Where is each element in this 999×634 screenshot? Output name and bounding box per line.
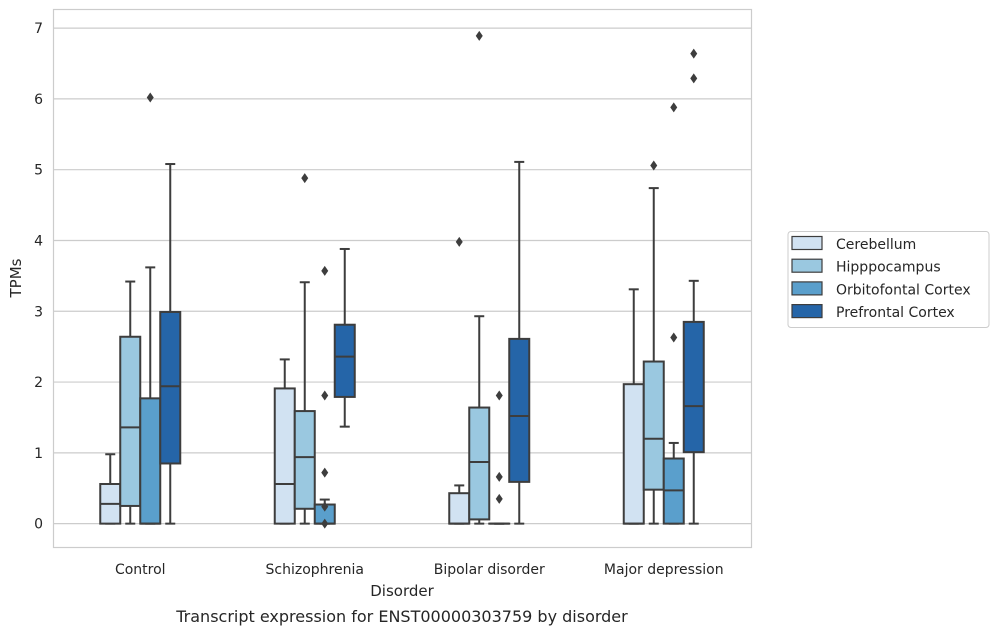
y-tick-label-4: 4 (34, 233, 43, 249)
box-body (159, 310, 182, 465)
box-body (273, 387, 296, 525)
box-major-depression-orbitofontal-cortex (662, 102, 685, 525)
legend: Cerebellum Hipppocampus Orbitofontal Corte… (787, 231, 990, 328)
box-body (622, 383, 645, 525)
x-tick-label-control: Control (115, 562, 166, 578)
box-control-hipppocampus (119, 280, 142, 525)
y-tick-label-0: 0 (34, 517, 43, 533)
outlier-point (321, 501, 329, 512)
box-major-depression-prefrontal-cortex (682, 48, 705, 525)
outlier-point (146, 92, 154, 103)
y-tick-label-6: 6 (34, 92, 43, 108)
box-bipolar-disorder-orbitofontal-cortex (488, 390, 511, 525)
box-schizophrenia-orbitofontal-cortex (313, 265, 336, 529)
x-tick-label-schizophrenia: Schizophrenia (266, 562, 364, 578)
legend-swatch-cerebellum (791, 235, 823, 251)
y-tick-label-1: 1 (34, 446, 43, 462)
y-tick-label-5: 5 (34, 163, 43, 179)
box-schizophrenia-prefrontal-cortex (333, 247, 356, 428)
legend-swatch-prefrontal-cortex (791, 304, 823, 319)
outlier-point (495, 390, 503, 401)
plot-frame (52, 8, 753, 549)
legend-swatch-hipppocampus (791, 258, 823, 273)
outlier-point (321, 390, 329, 401)
x-axis-label: Disorder (370, 582, 434, 600)
outlier-point (321, 265, 329, 276)
y-tick-label-7: 7 (34, 21, 43, 37)
outlier-point (670, 332, 678, 343)
box-bipolar-disorder-cerebellum (448, 236, 471, 525)
legend-label-cerebellum: Cerebellum (836, 237, 916, 253)
outlier-point (301, 173, 309, 184)
legend-swatch-orbitofontal-cortex (791, 281, 823, 296)
outlier-point (475, 30, 483, 41)
boxes (99, 30, 705, 529)
box-bipolar-disorder-prefrontal-cortex (508, 160, 531, 525)
chart-caption: Transcript expression for ENST0000030375… (175, 607, 628, 626)
box-body (642, 360, 665, 491)
box-control-cerebellum (99, 453, 122, 525)
outlier-point (321, 467, 329, 478)
box-body (468, 406, 491, 521)
box-body (139, 397, 162, 525)
legend-label-hipppocampus: Hipppocampus (836, 260, 941, 276)
y-tick-labels: 0 1 2 3 4 5 6 7 (34, 21, 43, 533)
outlier-point (690, 73, 698, 84)
box-body (682, 320, 705, 454)
box-body (508, 337, 531, 483)
outlier-point (650, 160, 658, 171)
y-tick-label-3: 3 (34, 304, 43, 320)
box-bipolar-disorder-hipppocampus (468, 30, 491, 525)
box-control-orbitofontal-cortex (139, 92, 162, 525)
outlier-point (495, 471, 503, 482)
box-schizophrenia-cerebellum (273, 358, 296, 525)
x-tick-label-major-depression: Major depression (604, 562, 724, 578)
box-body (119, 335, 142, 507)
legend-label-orbitofontal-cortex: Orbitofontal Cortex (836, 282, 971, 298)
box-major-depression-hipppocampus (642, 160, 665, 525)
outlier-point (495, 493, 503, 504)
legend-frame (787, 231, 990, 328)
box-control-prefrontal-cortex (159, 163, 182, 525)
box-body (333, 323, 356, 398)
x-tick-labels: Control Schizophrenia Bipolar disorder Majo… (115, 562, 724, 578)
outlier-point (670, 102, 678, 113)
legend-label-prefrontal-cortex: Prefrontal Cortex (836, 305, 955, 321)
box-major-depression-cerebellum (622, 288, 645, 525)
y-tick-label-2: 2 (34, 375, 43, 391)
y-axis-label: TPMs (7, 258, 25, 298)
outlier-point (690, 48, 698, 59)
box-body (448, 492, 471, 525)
box-schizophrenia-hipppocampus (293, 173, 316, 525)
outlier-point (321, 518, 329, 529)
outlier-point (455, 236, 463, 247)
x-tick-label-bipolar-disorder: Bipolar disorder (434, 562, 545, 578)
box-body (293, 410, 316, 510)
